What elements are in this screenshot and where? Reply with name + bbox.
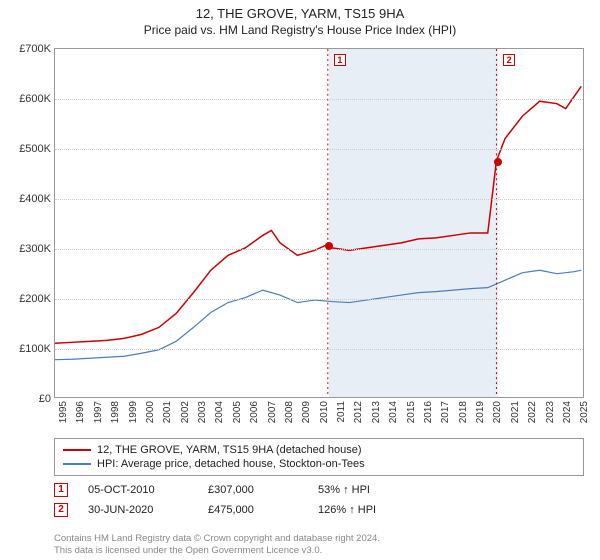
gridline-h xyxy=(55,149,583,150)
x-axis-label: 2004 xyxy=(214,401,225,423)
x-axis-label: 2001 xyxy=(162,401,173,423)
legend-box: 12, THE GROVE, YARM, TS15 9HA (detached … xyxy=(54,438,584,476)
transaction-pct-vs-hpi: 53% ↑ HPI xyxy=(318,484,438,496)
series-line-property_price xyxy=(55,86,581,343)
marker-number-box: 2 xyxy=(503,54,515,66)
x-axis-label: 2024 xyxy=(562,401,573,423)
x-axis-label: 2023 xyxy=(545,401,556,423)
x-axis-label: 2017 xyxy=(440,401,451,423)
gridline-h xyxy=(55,199,583,200)
x-axis-label: 2005 xyxy=(232,401,243,423)
chart-container: 12, THE GROVE, YARM, TS15 9HA Price paid… xyxy=(0,0,600,560)
footer-line: This data is licensed under the Open Gov… xyxy=(54,545,584,556)
x-axis-label: 2018 xyxy=(458,401,469,423)
y-axis-label: £300K xyxy=(19,243,51,255)
series-line-hpi xyxy=(55,270,581,359)
x-axis-label: 2020 xyxy=(492,401,503,423)
transaction-row: 1 05-OCT-2010 £307,000 53% ↑ HPI xyxy=(54,480,584,500)
legend-swatch xyxy=(63,449,91,451)
x-axis-label: 2006 xyxy=(249,401,260,423)
x-axis-label: 2019 xyxy=(475,401,486,423)
x-axis-label: 2021 xyxy=(510,401,521,423)
plot-area: £0£100K£200K£300K£400K£500K£600K£700K199… xyxy=(54,48,584,398)
transaction-marker-box: 2 xyxy=(54,503,68,517)
transaction-marker-box: 1 xyxy=(54,483,68,497)
transaction-price: £475,000 xyxy=(208,504,298,516)
x-axis-label: 2025 xyxy=(579,401,590,423)
x-axis-label: 2012 xyxy=(353,401,364,423)
transaction-date: 30-JUN-2020 xyxy=(88,504,188,516)
y-axis-label: £200K xyxy=(19,293,51,305)
y-axis-label: £100K xyxy=(19,343,51,355)
footer-line: Contains HM Land Registry data © Crown c… xyxy=(54,533,584,544)
x-axis-label: 2009 xyxy=(301,401,312,423)
x-axis-label: 2003 xyxy=(197,401,208,423)
chart-title-subtitle: Price paid vs. HM Land Registry's House … xyxy=(0,23,600,37)
gridline-h xyxy=(55,249,583,250)
gridline-h xyxy=(55,299,583,300)
y-axis-label: £0 xyxy=(39,393,51,405)
transaction-row: 2 30-JUN-2020 £475,000 126% ↑ HPI xyxy=(54,500,584,520)
x-axis-label: 2010 xyxy=(319,401,330,423)
x-axis-label: 1995 xyxy=(58,401,69,423)
x-axis-label: 1996 xyxy=(75,401,86,423)
transaction-pct-vs-hpi: 126% ↑ HPI xyxy=(318,504,438,516)
y-axis-label: £500K xyxy=(19,143,51,155)
x-axis-label: 2016 xyxy=(423,401,434,423)
chart-title-address: 12, THE GROVE, YARM, TS15 9HA xyxy=(0,6,600,21)
transaction-date: 05-OCT-2010 xyxy=(88,484,188,496)
marker-number-box: 1 xyxy=(334,54,346,66)
chart-lines-svg xyxy=(55,49,583,397)
x-axis-label: 2002 xyxy=(180,401,191,423)
legend-row: 12, THE GROVE, YARM, TS15 9HA (detached … xyxy=(63,443,575,457)
title-block: 12, THE GROVE, YARM, TS15 9HA Price paid… xyxy=(0,0,600,37)
x-axis-label: 2013 xyxy=(371,401,382,423)
x-axis-label: 1999 xyxy=(128,401,139,423)
y-axis-label: £400K xyxy=(19,193,51,205)
gridline-h xyxy=(55,99,583,100)
transaction-table: 1 05-OCT-2010 £307,000 53% ↑ HPI 2 30-JU… xyxy=(54,480,584,520)
x-axis-label: 2008 xyxy=(284,401,295,423)
legend-swatch xyxy=(63,463,91,465)
x-axis-label: 2007 xyxy=(267,401,278,423)
legend-label: 12, THE GROVE, YARM, TS15 9HA (detached … xyxy=(97,444,362,456)
x-axis-label: 2015 xyxy=(406,401,417,423)
x-axis-label: 1998 xyxy=(110,401,121,423)
x-axis-label: 2014 xyxy=(388,401,399,423)
x-axis-label: 2022 xyxy=(527,401,538,423)
y-axis-label: £600K xyxy=(19,93,51,105)
y-axis-label: £700K xyxy=(19,43,51,55)
x-axis-label: 2000 xyxy=(145,401,156,423)
gridline-h xyxy=(55,349,583,350)
marker-dot xyxy=(494,158,502,166)
marker-dot xyxy=(325,242,333,250)
footer-attribution: Contains HM Land Registry data © Crown c… xyxy=(54,533,584,556)
legend-label: HPI: Average price, detached house, Stoc… xyxy=(97,458,365,470)
transaction-price: £307,000 xyxy=(208,484,298,496)
x-axis-label: 1997 xyxy=(93,401,104,423)
x-axis-label: 2011 xyxy=(336,401,347,423)
legend-row: HPI: Average price, detached house, Stoc… xyxy=(63,457,575,471)
